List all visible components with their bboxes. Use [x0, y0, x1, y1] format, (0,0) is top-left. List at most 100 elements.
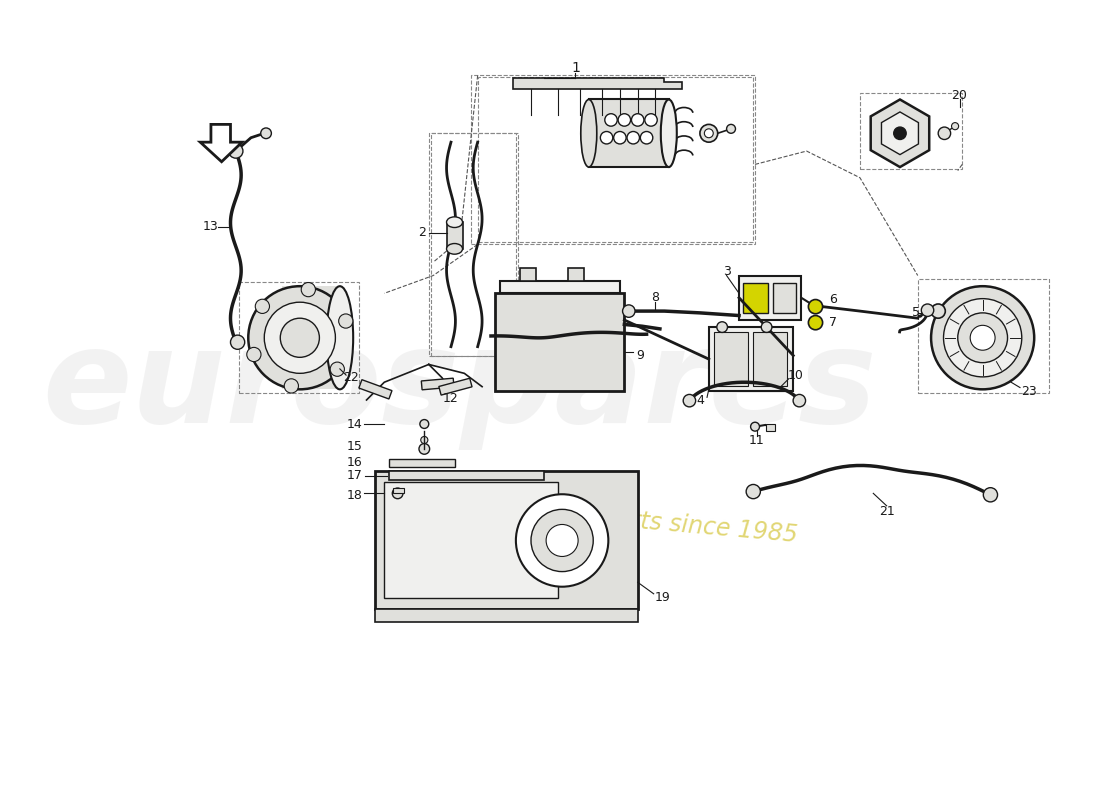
Polygon shape [439, 378, 472, 395]
Bar [917, 279, 1049, 393]
Circle shape [931, 304, 945, 318]
Circle shape [339, 314, 353, 328]
Circle shape [952, 122, 958, 130]
Text: 1: 1 [571, 62, 580, 75]
Text: 4: 4 [696, 394, 704, 406]
Circle shape [922, 304, 934, 317]
Text: 12: 12 [443, 392, 459, 405]
Text: 9: 9 [637, 349, 645, 362]
Text: 2: 2 [419, 226, 427, 239]
Bar [744, 282, 769, 313]
Polygon shape [200, 124, 242, 162]
Circle shape [931, 286, 1034, 390]
Polygon shape [871, 99, 930, 167]
Bar [499, 281, 620, 294]
Circle shape [618, 114, 630, 126]
Ellipse shape [661, 99, 676, 167]
Text: 17: 17 [346, 469, 363, 482]
Text: 23: 23 [1021, 385, 1036, 398]
Circle shape [704, 129, 713, 138]
Circle shape [938, 127, 950, 139]
Polygon shape [881, 112, 918, 154]
Ellipse shape [447, 243, 462, 254]
Text: a passion for parts since 1985: a passion for parts since 1985 [441, 493, 799, 547]
Circle shape [516, 494, 608, 586]
Circle shape [231, 335, 244, 350]
Bar [708, 327, 793, 391]
Bar [375, 471, 638, 609]
Circle shape [261, 128, 272, 138]
Circle shape [727, 124, 736, 134]
Text: 5: 5 [912, 306, 920, 319]
Text: eurospares: eurospares [43, 323, 877, 450]
Circle shape [421, 437, 428, 443]
Bar [375, 609, 638, 622]
Circle shape [793, 394, 805, 407]
Circle shape [944, 298, 1022, 377]
Text: 6: 6 [829, 293, 837, 306]
Circle shape [700, 124, 717, 142]
Circle shape [808, 315, 823, 330]
Text: 18: 18 [346, 489, 363, 502]
Bar [520, 269, 537, 281]
Bar [282, 286, 340, 390]
Text: 15: 15 [346, 440, 363, 453]
Circle shape [420, 419, 429, 429]
Ellipse shape [327, 286, 353, 390]
Circle shape [614, 131, 626, 144]
Polygon shape [359, 380, 392, 399]
Bar [569, 269, 584, 281]
Polygon shape [514, 78, 682, 89]
Circle shape [301, 282, 316, 297]
Circle shape [393, 488, 403, 498]
Text: 21: 21 [879, 505, 894, 518]
Bar [388, 471, 544, 480]
Circle shape [717, 322, 727, 333]
Polygon shape [421, 378, 454, 390]
Text: 8: 8 [651, 291, 660, 304]
Circle shape [264, 302, 336, 374]
Bar [714, 333, 748, 386]
Circle shape [531, 510, 593, 571]
Circle shape [893, 127, 906, 139]
Bar [477, 78, 754, 242]
Ellipse shape [447, 217, 462, 227]
Bar [588, 99, 669, 167]
Text: 16: 16 [348, 456, 363, 469]
Text: 7: 7 [829, 316, 837, 329]
Circle shape [246, 347, 261, 362]
Bar [447, 222, 462, 249]
Ellipse shape [581, 99, 597, 167]
Bar [388, 458, 455, 466]
Bar [384, 482, 558, 598]
Circle shape [546, 525, 579, 557]
Bar [471, 75, 755, 245]
Circle shape [808, 299, 823, 314]
Circle shape [645, 114, 657, 126]
Circle shape [284, 379, 298, 393]
Bar [773, 282, 796, 313]
Text: 19: 19 [654, 591, 671, 604]
Text: 11: 11 [749, 434, 764, 446]
Circle shape [631, 114, 644, 126]
Circle shape [683, 394, 695, 407]
Text: 10: 10 [788, 369, 804, 382]
Bar [754, 333, 786, 386]
Bar [495, 294, 625, 391]
Circle shape [605, 114, 617, 126]
Circle shape [761, 322, 772, 333]
Circle shape [640, 131, 652, 144]
Text: 22: 22 [343, 371, 360, 384]
Text: 3: 3 [723, 265, 730, 278]
Circle shape [970, 326, 996, 350]
Bar [429, 134, 518, 355]
Bar [739, 275, 801, 320]
Circle shape [601, 131, 613, 144]
Circle shape [330, 362, 344, 376]
Circle shape [750, 422, 759, 431]
Text: 20: 20 [952, 89, 968, 102]
Circle shape [983, 488, 998, 502]
Circle shape [746, 485, 760, 498]
Circle shape [958, 313, 1008, 362]
Circle shape [623, 305, 635, 318]
